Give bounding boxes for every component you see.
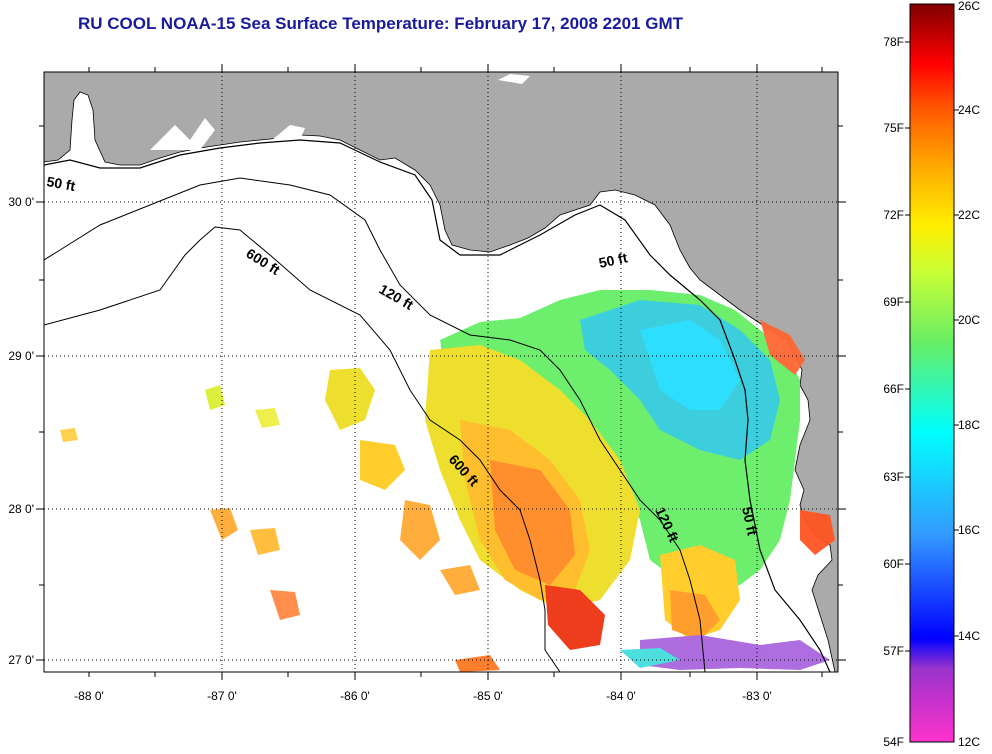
lon-tick-label: -88 0' <box>74 689 104 703</box>
colorbar-f-label: 75F <box>883 121 904 135</box>
colorbar <box>909 3 955 743</box>
lon-tick-label: -86 0' <box>340 689 370 703</box>
colorbar-f-label: 69F <box>883 295 904 309</box>
colorbar-c-label: 16C <box>958 523 980 537</box>
contour-50ft-west <box>44 139 721 321</box>
sst-data <box>60 290 835 672</box>
colorbar-c-label: 26C <box>958 0 980 13</box>
colorbar-c-label: 22C <box>958 208 980 222</box>
lon-tick-label: -84 0' <box>606 689 636 703</box>
graticule <box>44 72 838 672</box>
map-frame <box>43 71 839 673</box>
colorbar-f-label: 72F <box>883 208 904 222</box>
lat-tick-label: 29 0' <box>8 349 34 363</box>
colorbar-f-label: 57F <box>883 644 904 658</box>
colorbar-c-label: 18C <box>958 418 980 432</box>
colorbar-f-label: 54F <box>883 735 904 749</box>
lat-tick-label: 28 0' <box>8 502 34 516</box>
contour-label: 50 ft <box>739 505 761 537</box>
colorbar-c-label: 12C <box>958 735 980 749</box>
colorbar-f-label: 60F <box>883 557 904 571</box>
land-mass <box>44 72 838 672</box>
contour-label: 50 ft <box>597 249 629 271</box>
contour-label: 50 ft <box>45 173 76 194</box>
contour-120ft <box>44 177 706 672</box>
colorbar-c-label: 24C <box>958 103 980 117</box>
axis-ticks <box>36 64 846 680</box>
bay-water <box>272 125 305 140</box>
colorbar-c-label: 20C <box>958 313 980 327</box>
colorbar-f-ticks <box>905 41 959 652</box>
bay-water <box>150 118 215 150</box>
colorbar-f-label: 63F <box>883 470 904 484</box>
lon-tick-label: -85 0' <box>473 689 503 703</box>
contour-600ft <box>44 226 561 672</box>
lon-tick-label: -83 0' <box>742 689 772 703</box>
map-title: RU COOL NOAA-15 Sea Surface Temperature:… <box>78 14 683 33</box>
bay-water <box>498 74 530 84</box>
lat-tick-label: 27 0' <box>8 653 34 667</box>
lat-tick-label: 30 0' <box>8 195 34 209</box>
contour-50ft-east <box>719 319 831 672</box>
colorbar-f-label: 66F <box>883 382 904 396</box>
colorbar-c-label: 14C <box>958 629 980 643</box>
lon-tick-label: -87 0' <box>207 689 237 703</box>
colorbar-f-label: 78F <box>883 35 904 49</box>
